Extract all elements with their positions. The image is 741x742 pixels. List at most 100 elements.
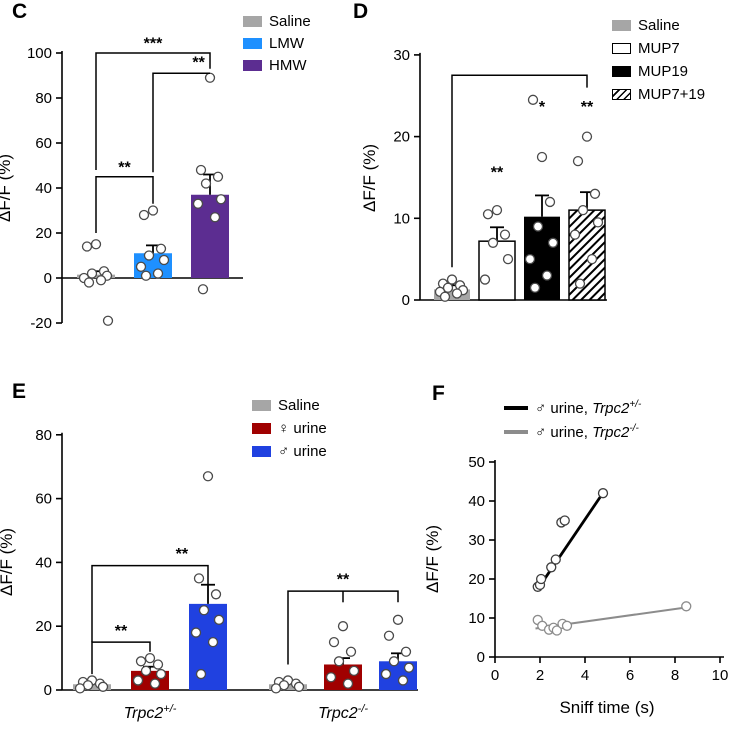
data-point <box>293 681 305 692</box>
data-point <box>589 188 601 199</box>
bar-urine <box>324 621 362 690</box>
bar-hmw <box>191 72 229 295</box>
significance: ** <box>152 55 210 173</box>
data-point <box>193 573 205 584</box>
data-point <box>95 275 107 286</box>
significance-bracket <box>451 74 588 268</box>
y-axis-title: ΔF/F (%) <box>423 525 442 593</box>
data-point <box>502 253 514 265</box>
panel-f-letter: F <box>432 382 445 405</box>
data-point <box>83 277 95 288</box>
legend-label: Saline <box>638 17 680 34</box>
significance: ** <box>581 99 594 116</box>
data-point <box>400 646 412 657</box>
data-point <box>529 282 541 293</box>
legend-label: ♀ urine <box>278 420 327 437</box>
legend-label: MUP19 <box>638 63 689 80</box>
panel-c: C -20 0 20 40 60 80 100 ΔF/F (%) ** *** ** Saline L… <box>0 0 345 372</box>
y-tick-label: 30 <box>468 532 485 549</box>
significance-bracket <box>95 52 211 170</box>
data-point <box>158 254 170 266</box>
panel-f-chart: 0 10 20 30 40 50 0 2 4 6 8 10 Sniff time (s) ΔF/F (%) <box>423 454 729 717</box>
data-point <box>536 151 548 163</box>
significance-stars: * <box>539 99 546 116</box>
data-point <box>212 171 224 182</box>
data-point <box>132 675 144 686</box>
x-tick-label: 6 <box>626 667 634 684</box>
data-point <box>597 488 609 499</box>
bar-mup7-19 <box>568 131 606 301</box>
x-group-label: Trpc2-/- <box>318 703 368 722</box>
significance: ** <box>91 546 209 643</box>
data-point <box>195 164 207 176</box>
y-tick-label: 20 <box>393 129 410 146</box>
y-tick-label: 100 <box>27 45 52 62</box>
legend-label: ♂ urine <box>278 443 327 460</box>
data-point <box>439 291 451 302</box>
data-point <box>97 681 109 692</box>
significance-bracket <box>91 564 209 643</box>
legend-label: MUP7 <box>638 40 680 57</box>
significance-stars: ** <box>176 546 189 563</box>
legend-label: ♂ urine, Trpc2+/- <box>535 399 642 417</box>
y-tick-label: 30 <box>393 47 410 64</box>
data-point <box>342 678 354 689</box>
significance-bracket <box>152 72 210 173</box>
legend-swatch-saline <box>612 20 631 31</box>
panel-d-legend: Saline MUP7 MUP19 MUP7+19 <box>612 14 705 106</box>
legend-item-1: ♀ urine <box>252 417 327 440</box>
data-point <box>138 209 150 221</box>
y-tick-label: 0 <box>477 649 485 666</box>
panel-f-legend: ♂ urine, Trpc2+/- ♂ urine, Trpc2-/- <box>504 396 641 444</box>
data-point <box>204 72 216 83</box>
data-point <box>152 268 164 279</box>
legend-item-0: Saline <box>243 10 311 32</box>
data-point <box>487 237 499 248</box>
data-point <box>147 205 159 216</box>
data-point <box>86 268 98 279</box>
bar-lmw <box>134 205 172 281</box>
x-tick-label: 10 <box>712 667 729 684</box>
data-point <box>140 270 152 281</box>
data-point <box>200 178 212 189</box>
fit-line <box>535 490 606 592</box>
data-point <box>195 668 207 680</box>
legend-item-2: ♂ urine <box>252 440 327 463</box>
legend-label: ♂ urine, Trpc2-/- <box>535 423 639 441</box>
data-point <box>348 665 360 677</box>
data-point <box>135 656 147 667</box>
data-point <box>74 683 86 694</box>
legend-label: Saline <box>278 397 320 414</box>
data-point <box>442 282 454 293</box>
significance-stars: ** <box>192 55 205 72</box>
significance <box>451 74 588 268</box>
data-point <box>155 243 167 254</box>
data-point <box>213 614 225 625</box>
x-tick-label: 0 <box>491 667 499 684</box>
legend-swatch-hmw <box>243 59 262 71</box>
data-point <box>102 315 114 326</box>
data-point <box>541 270 553 281</box>
data-point <box>681 601 692 612</box>
bar-urine <box>131 652 169 690</box>
data-point <box>392 614 404 625</box>
y-axis: -20 0 20 40 60 80 100 <box>27 45 63 332</box>
data-point <box>198 605 210 616</box>
bar-saline <box>77 239 115 326</box>
y-tick-label: -20 <box>30 315 52 332</box>
data-point <box>572 155 584 167</box>
bar-urine <box>189 471 227 690</box>
data-point <box>532 221 544 232</box>
bar-mup19 <box>524 94 560 300</box>
legend-label: Saline <box>269 12 311 30</box>
data-point <box>559 515 570 526</box>
data-point <box>550 554 561 565</box>
data-point <box>143 250 155 261</box>
data-point <box>81 241 93 252</box>
data-point <box>152 659 164 670</box>
panel-e: E 0 20 40 60 80 ΔF/F (%) ** ** ** Trpc2+/- Trpc2-/… <box>0 372 420 742</box>
data-point <box>574 278 586 289</box>
panel-d-letter: D <box>353 0 369 23</box>
legend-swatch-lmw <box>243 37 262 49</box>
